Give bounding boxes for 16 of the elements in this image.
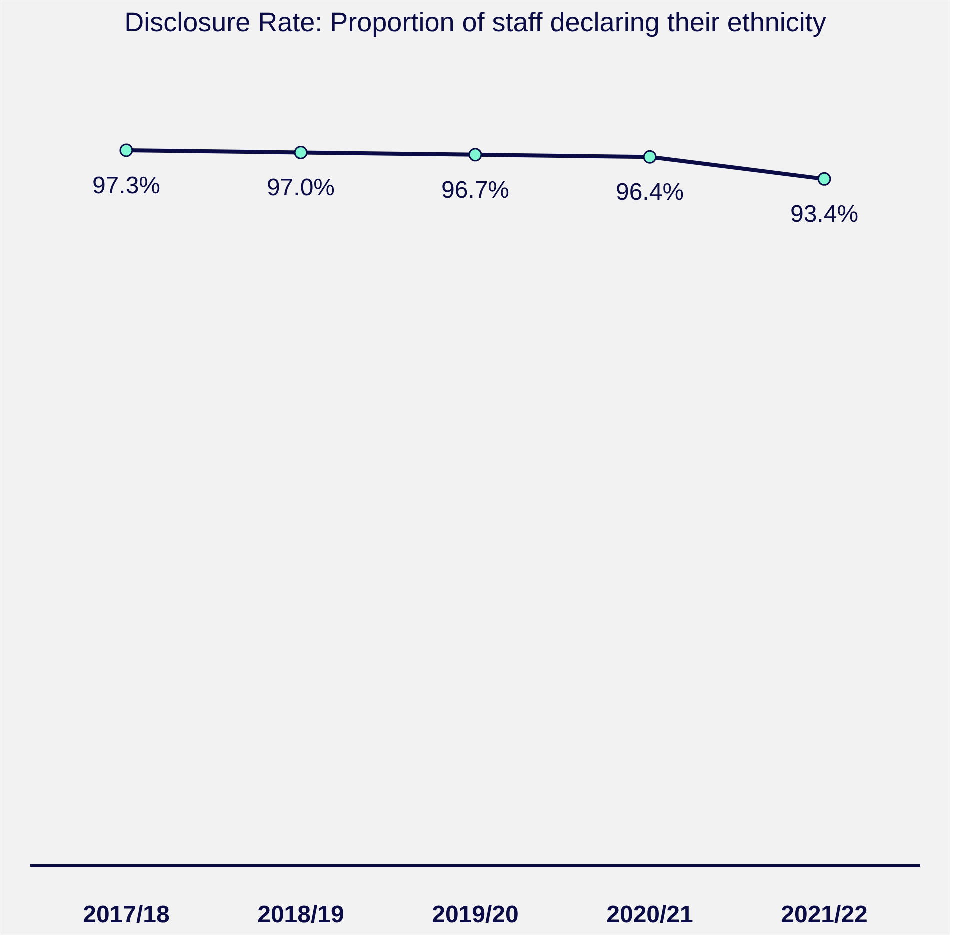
point	[120, 144, 134, 158]
point	[643, 150, 657, 164]
data-label: 96.7%	[441, 176, 510, 204]
x-tick-label: 2017/18	[83, 902, 170, 928]
data-label: 96.4%	[616, 179, 684, 206]
point	[294, 146, 308, 160]
point	[468, 148, 482, 162]
data-label: 93.4%	[790, 201, 859, 228]
x-tick-label: 2019/20	[432, 902, 519, 928]
data-label: 97.3%	[92, 172, 161, 200]
data-label: 97.0%	[266, 174, 336, 202]
x-tick-label: 2020/21	[606, 902, 694, 928]
chart-title: Disclosure Rate: Proportion of staff declaring their ethnicity	[124, 8, 827, 38]
x-tick-label: 2021/22	[781, 902, 868, 928]
x-tick-label: 2018/19	[258, 902, 344, 928]
point	[818, 172, 832, 186]
